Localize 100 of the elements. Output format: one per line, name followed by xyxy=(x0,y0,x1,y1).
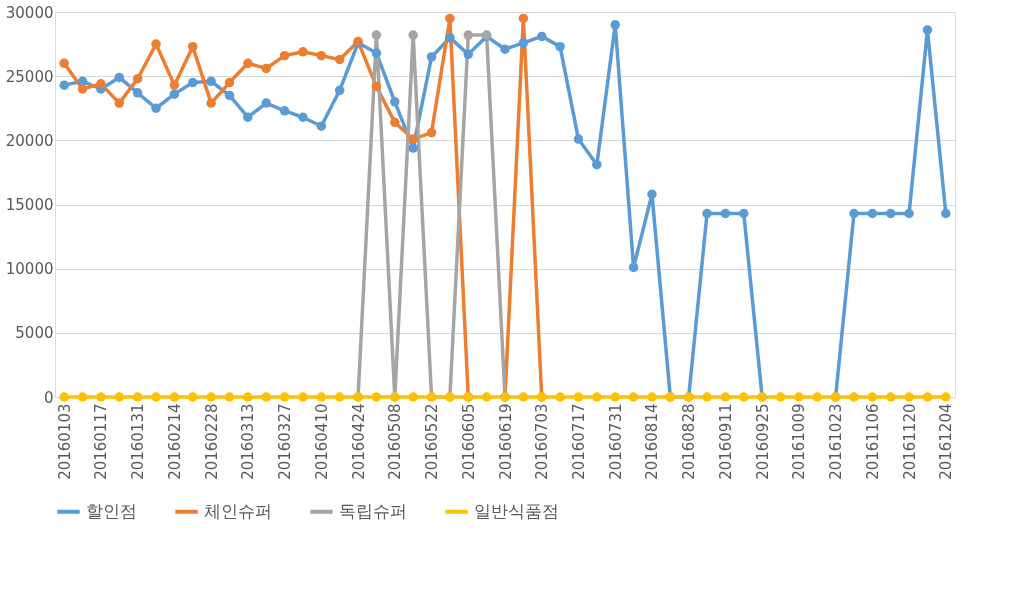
x-tick-label: 20161009 xyxy=(790,403,809,480)
x-tick-label: 20160131 xyxy=(129,403,148,480)
y-tick-label: 20000 xyxy=(5,131,54,150)
x-tick-label: 20160424 xyxy=(349,403,368,480)
point xyxy=(904,392,914,402)
point xyxy=(298,392,308,402)
point xyxy=(702,392,712,402)
point xyxy=(224,77,235,88)
point xyxy=(536,31,547,42)
point xyxy=(849,208,859,219)
point xyxy=(169,392,180,402)
point xyxy=(371,48,382,58)
x-tick-label: 20160410 xyxy=(312,403,331,480)
point xyxy=(206,392,216,402)
point xyxy=(224,90,235,101)
point xyxy=(904,208,914,219)
point xyxy=(555,41,565,52)
point xyxy=(555,392,565,402)
point xyxy=(243,392,253,402)
point xyxy=(261,392,271,402)
point xyxy=(298,112,308,122)
point xyxy=(151,39,161,49)
x-tick-label: 20160717 xyxy=(569,403,588,480)
point xyxy=(867,392,878,402)
point xyxy=(794,392,804,402)
x-tick-label: 20160828 xyxy=(680,403,699,480)
point xyxy=(96,79,106,89)
point xyxy=(151,103,161,113)
point xyxy=(922,392,933,402)
point xyxy=(261,98,271,108)
point xyxy=(463,49,474,60)
x-tick-label: 20160619 xyxy=(496,403,515,480)
point xyxy=(77,84,88,94)
point xyxy=(426,127,437,138)
point xyxy=(573,134,584,144)
point xyxy=(573,392,584,402)
point xyxy=(812,392,822,402)
point xyxy=(390,117,400,128)
point xyxy=(151,392,161,402)
point xyxy=(922,25,933,35)
point xyxy=(408,30,418,40)
point xyxy=(885,208,896,219)
point xyxy=(114,72,125,83)
point xyxy=(720,392,731,402)
x-tick-label: 20160522 xyxy=(423,403,442,480)
point xyxy=(481,392,492,402)
x-tick-label: 20160214 xyxy=(165,403,184,480)
point xyxy=(445,32,455,43)
point xyxy=(592,392,602,402)
x-tick-label: 20160703 xyxy=(533,403,552,480)
point xyxy=(59,80,69,90)
point xyxy=(169,89,180,99)
point xyxy=(371,81,382,92)
point xyxy=(702,208,712,219)
legend-label: 할인점 xyxy=(86,500,137,521)
x-tick-label: 20160117 xyxy=(92,403,111,480)
point xyxy=(647,189,657,199)
point xyxy=(77,392,88,402)
point xyxy=(261,63,271,74)
x-tick-label: 20160731 xyxy=(606,403,625,480)
point xyxy=(518,13,529,24)
point xyxy=(408,134,418,144)
point xyxy=(224,392,235,402)
y-tick-label: 15000 xyxy=(5,196,54,214)
point xyxy=(59,392,69,402)
point xyxy=(316,50,327,61)
x-tick-label: 20160925 xyxy=(753,403,772,480)
point xyxy=(445,13,455,24)
point xyxy=(334,54,345,65)
point xyxy=(371,30,382,40)
point xyxy=(279,50,290,61)
point xyxy=(279,392,290,402)
x-tick-label: 20160228 xyxy=(202,403,221,480)
legend-label: 독립슈퍼 xyxy=(339,500,407,521)
x-tick-label: 20160814 xyxy=(643,403,662,480)
point xyxy=(206,98,216,108)
point xyxy=(408,392,418,402)
x-tick-label: 20161106 xyxy=(863,403,882,480)
point xyxy=(592,159,602,170)
point xyxy=(188,392,198,402)
point xyxy=(298,47,308,57)
point xyxy=(739,208,749,219)
point xyxy=(426,52,437,62)
legend-label: 체인슈퍼 xyxy=(204,500,272,521)
point xyxy=(169,80,180,90)
point xyxy=(518,392,529,402)
point xyxy=(371,392,382,402)
point xyxy=(408,143,418,153)
point xyxy=(132,88,143,98)
x-tick-label: 20160911 xyxy=(716,403,735,480)
point xyxy=(188,77,198,88)
point xyxy=(720,208,731,219)
point xyxy=(849,392,859,402)
y-tick-label: 25000 xyxy=(5,67,54,86)
legend-label: 일반식품점 xyxy=(474,500,559,521)
point xyxy=(243,112,253,122)
point xyxy=(628,262,639,273)
point xyxy=(279,106,290,116)
x-tick-label: 20160313 xyxy=(239,403,258,480)
point xyxy=(775,392,786,402)
